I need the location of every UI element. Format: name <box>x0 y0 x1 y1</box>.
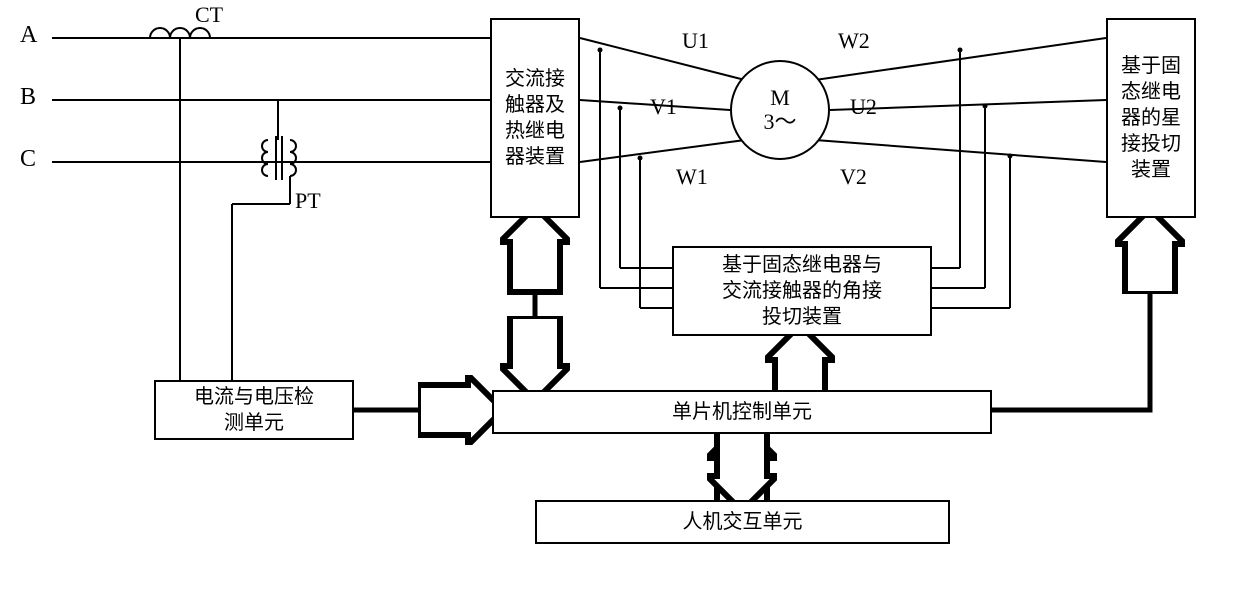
phase-a-label: A <box>20 22 37 49</box>
detect-box: 电流与电压检测单元 <box>154 380 354 440</box>
mcu-box: 单片机控制单元 <box>492 390 992 434</box>
diagram-canvas: A B C CT PT 交流接触器及热继电器装置 M 3～ U1 W2 V1 U… <box>0 0 1240 593</box>
contactor-text: 交流接触器及热继电器装置 <box>503 66 567 170</box>
mcu-text: 单片机控制单元 <box>672 399 812 425</box>
hmi-box: 人机交互单元 <box>535 500 950 544</box>
term-v2: V2 <box>840 164 867 190</box>
term-u2: U2 <box>850 94 877 120</box>
phase-b-label: B <box>20 84 36 111</box>
term-u1: U1 <box>682 28 709 54</box>
star-switch-box: 基于固态继电器的星接投切装置 <box>1106 18 1196 218</box>
ct-label: CT <box>195 2 223 28</box>
delta-switch-text: 基于固态继电器与交流接触器的角接投切装置 <box>722 252 882 330</box>
motor-symbol: M 3～ <box>730 60 830 160</box>
pt-label: PT <box>295 188 321 214</box>
phase-c-label: C <box>20 146 36 173</box>
delta-switch-box: 基于固态继电器与交流接触器的角接投切装置 <box>672 246 932 336</box>
motor-3ph: 3～ <box>763 110 796 134</box>
star-switch-text: 基于固态继电器的星接投切装置 <box>1119 53 1183 183</box>
contactor-box: 交流接触器及热继电器装置 <box>490 18 580 218</box>
detect-text: 电流与电压检测单元 <box>194 384 314 436</box>
hmi-text: 人机交互单元 <box>683 509 803 535</box>
motor-m: M <box>770 86 790 110</box>
term-v1: V1 <box>650 94 677 120</box>
term-w2: W2 <box>838 28 870 54</box>
term-w1: W1 <box>676 164 708 190</box>
